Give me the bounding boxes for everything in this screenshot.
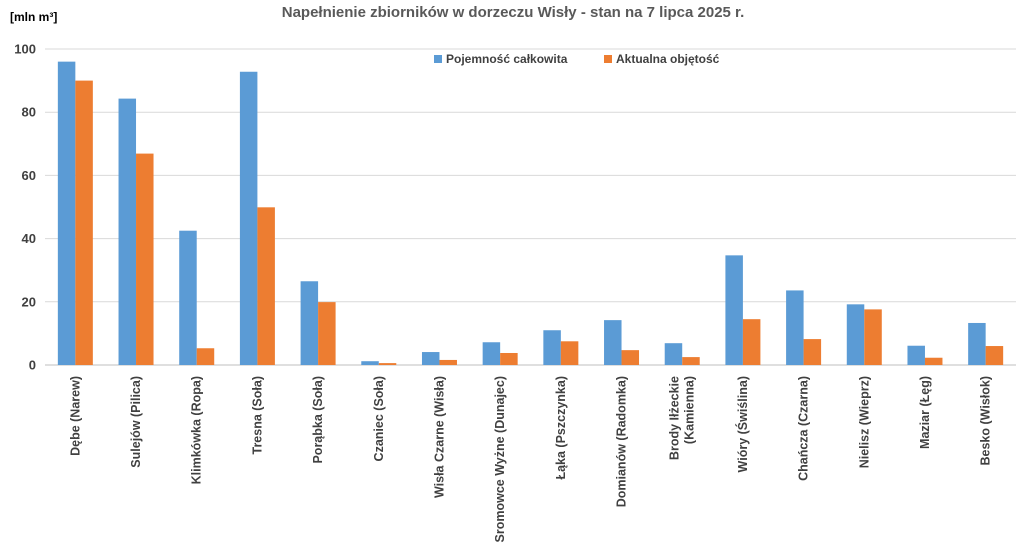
bar-objetosc bbox=[742, 319, 761, 365]
x-tick-label-line: Sulejów (Pilica) bbox=[129, 376, 143, 468]
bar-pojemnosc bbox=[421, 352, 440, 365]
bar-pojemnosc bbox=[57, 61, 76, 365]
bar-objetosc bbox=[985, 346, 1004, 365]
bar-pojemnosc bbox=[179, 230, 197, 365]
bar-pojemnosc bbox=[361, 361, 379, 365]
x-tick-label: Brody Iłżeckie (Kamienna) bbox=[668, 376, 697, 460]
bar-objetosc bbox=[196, 348, 215, 365]
bar-objetosc bbox=[621, 350, 640, 365]
x-tick-label-line: Porąbka (Soła) bbox=[311, 376, 325, 464]
x-tick-label-line: Wióry (Świślina) bbox=[735, 376, 750, 472]
bar-pojemnosc bbox=[300, 281, 319, 365]
legend-label: Aktualna objętość bbox=[616, 52, 720, 66]
y-tick-label: 60 bbox=[22, 168, 36, 183]
bar-pojemnosc bbox=[482, 342, 501, 365]
x-tick-label-line: Chańcza (Czarna) bbox=[797, 376, 811, 481]
bar-objetosc bbox=[803, 339, 822, 365]
bar-objetosc bbox=[318, 302, 336, 365]
x-tick-label-line: Czaniec (Soła) bbox=[372, 376, 386, 461]
bar-objetosc bbox=[136, 153, 154, 365]
legend-swatch bbox=[604, 55, 612, 63]
bar-pojemnosc bbox=[907, 345, 925, 365]
bar-objetosc bbox=[864, 309, 882, 365]
bar-objetosc bbox=[257, 207, 275, 365]
bar-pojemnosc bbox=[968, 322, 986, 365]
bar-pojemnosc bbox=[664, 343, 683, 365]
bar-pojemnosc bbox=[118, 98, 137, 365]
x-tick-label: Maziar (Łęg) bbox=[918, 376, 932, 449]
bars bbox=[57, 61, 1004, 365]
legend-swatch bbox=[434, 55, 442, 63]
x-tick-label: Sulejów (Pilica) bbox=[129, 376, 143, 468]
legend: Pojemność całkowita Aktualna objętość bbox=[434, 52, 720, 66]
bar-objetosc bbox=[75, 80, 93, 365]
x-tick-label-line: Brody Iłżeckie bbox=[668, 376, 682, 460]
x-tick-label-line: Sromowce Wyżne (Dunajec) bbox=[493, 376, 507, 542]
bar-pojemnosc bbox=[846, 304, 865, 365]
y-axis-ticks: 0 20 40 60 80 100 bbox=[14, 42, 36, 373]
x-tick-label-line: Nielisz (Wieprz) bbox=[857, 376, 871, 468]
x-tick-label: Wisła Czarne (Wisła) bbox=[432, 376, 446, 498]
y-axis-unit-label: [mln m³] bbox=[10, 10, 57, 24]
x-tick-label: Chańcza (Czarna) bbox=[797, 376, 811, 481]
x-tick-label-line: Domianów (Radomka) bbox=[615, 376, 629, 507]
x-tick-label-line: Klimkówka (Ropa) bbox=[190, 376, 204, 484]
y-tick-label: 40 bbox=[22, 231, 36, 246]
x-tick-label: Wióry (Świślina) bbox=[735, 376, 750, 472]
y-tick-label: 20 bbox=[22, 294, 36, 309]
y-tick-label: 80 bbox=[22, 105, 36, 120]
bar-pojemnosc bbox=[239, 71, 258, 365]
x-tick-label: Nielisz (Wieprz) bbox=[857, 376, 871, 468]
bar-objetosc bbox=[924, 357, 943, 365]
bar-objetosc bbox=[682, 357, 700, 365]
bar-objetosc bbox=[378, 363, 397, 365]
x-tick-label: Sromowce Wyżne (Dunajec) bbox=[493, 376, 507, 542]
x-axis-ticks: Dębe (Narew) Sulejów (Pilica) Klimkówka (R… bbox=[68, 376, 992, 543]
x-tick-label-line: Maziar (Łęg) bbox=[918, 376, 932, 449]
x-tick-label-line: Wisła Czarne (Wisła) bbox=[432, 376, 446, 498]
bar-pojemnosc bbox=[786, 290, 804, 365]
legend-label: Pojemność całkowita bbox=[446, 52, 568, 66]
y-tick-label: 100 bbox=[14, 42, 36, 57]
x-tick-label-line: Dębe (Narew) bbox=[68, 376, 82, 456]
bar-pojemnosc bbox=[725, 255, 743, 365]
x-tick-label: Besko (Wisłok) bbox=[979, 376, 993, 466]
x-tick-label: Łąka (Pszczynka) bbox=[554, 376, 568, 480]
bar-objetosc bbox=[439, 359, 457, 365]
y-tick-label: 0 bbox=[29, 358, 36, 373]
x-tick-label: Czaniec (Soła) bbox=[372, 376, 386, 461]
bar-pojemnosc bbox=[604, 320, 622, 365]
x-tick-label: Domianów (Radomka) bbox=[615, 376, 629, 507]
bar-objetosc bbox=[500, 352, 518, 365]
bar-objetosc bbox=[560, 341, 579, 365]
x-tick-label-line: Łąka (Pszczynka) bbox=[554, 376, 568, 480]
x-tick-label-line: Besko (Wisłok) bbox=[979, 376, 993, 466]
x-tick-label: Klimkówka (Ropa) bbox=[190, 376, 204, 484]
x-tick-label-line: Tresna (Soła) bbox=[250, 376, 264, 455]
x-tick-label: Dębe (Narew) bbox=[68, 376, 82, 456]
x-tick-label: Porąbka (Soła) bbox=[311, 376, 325, 464]
bar-pojemnosc bbox=[543, 330, 561, 365]
x-tick-label: Tresna (Soła) bbox=[250, 376, 264, 455]
chart-title: Napełnienie zbiorników w dorzeczu Wisły … bbox=[282, 4, 745, 21]
x-tick-label-line: (Kamienna) bbox=[683, 376, 697, 444]
